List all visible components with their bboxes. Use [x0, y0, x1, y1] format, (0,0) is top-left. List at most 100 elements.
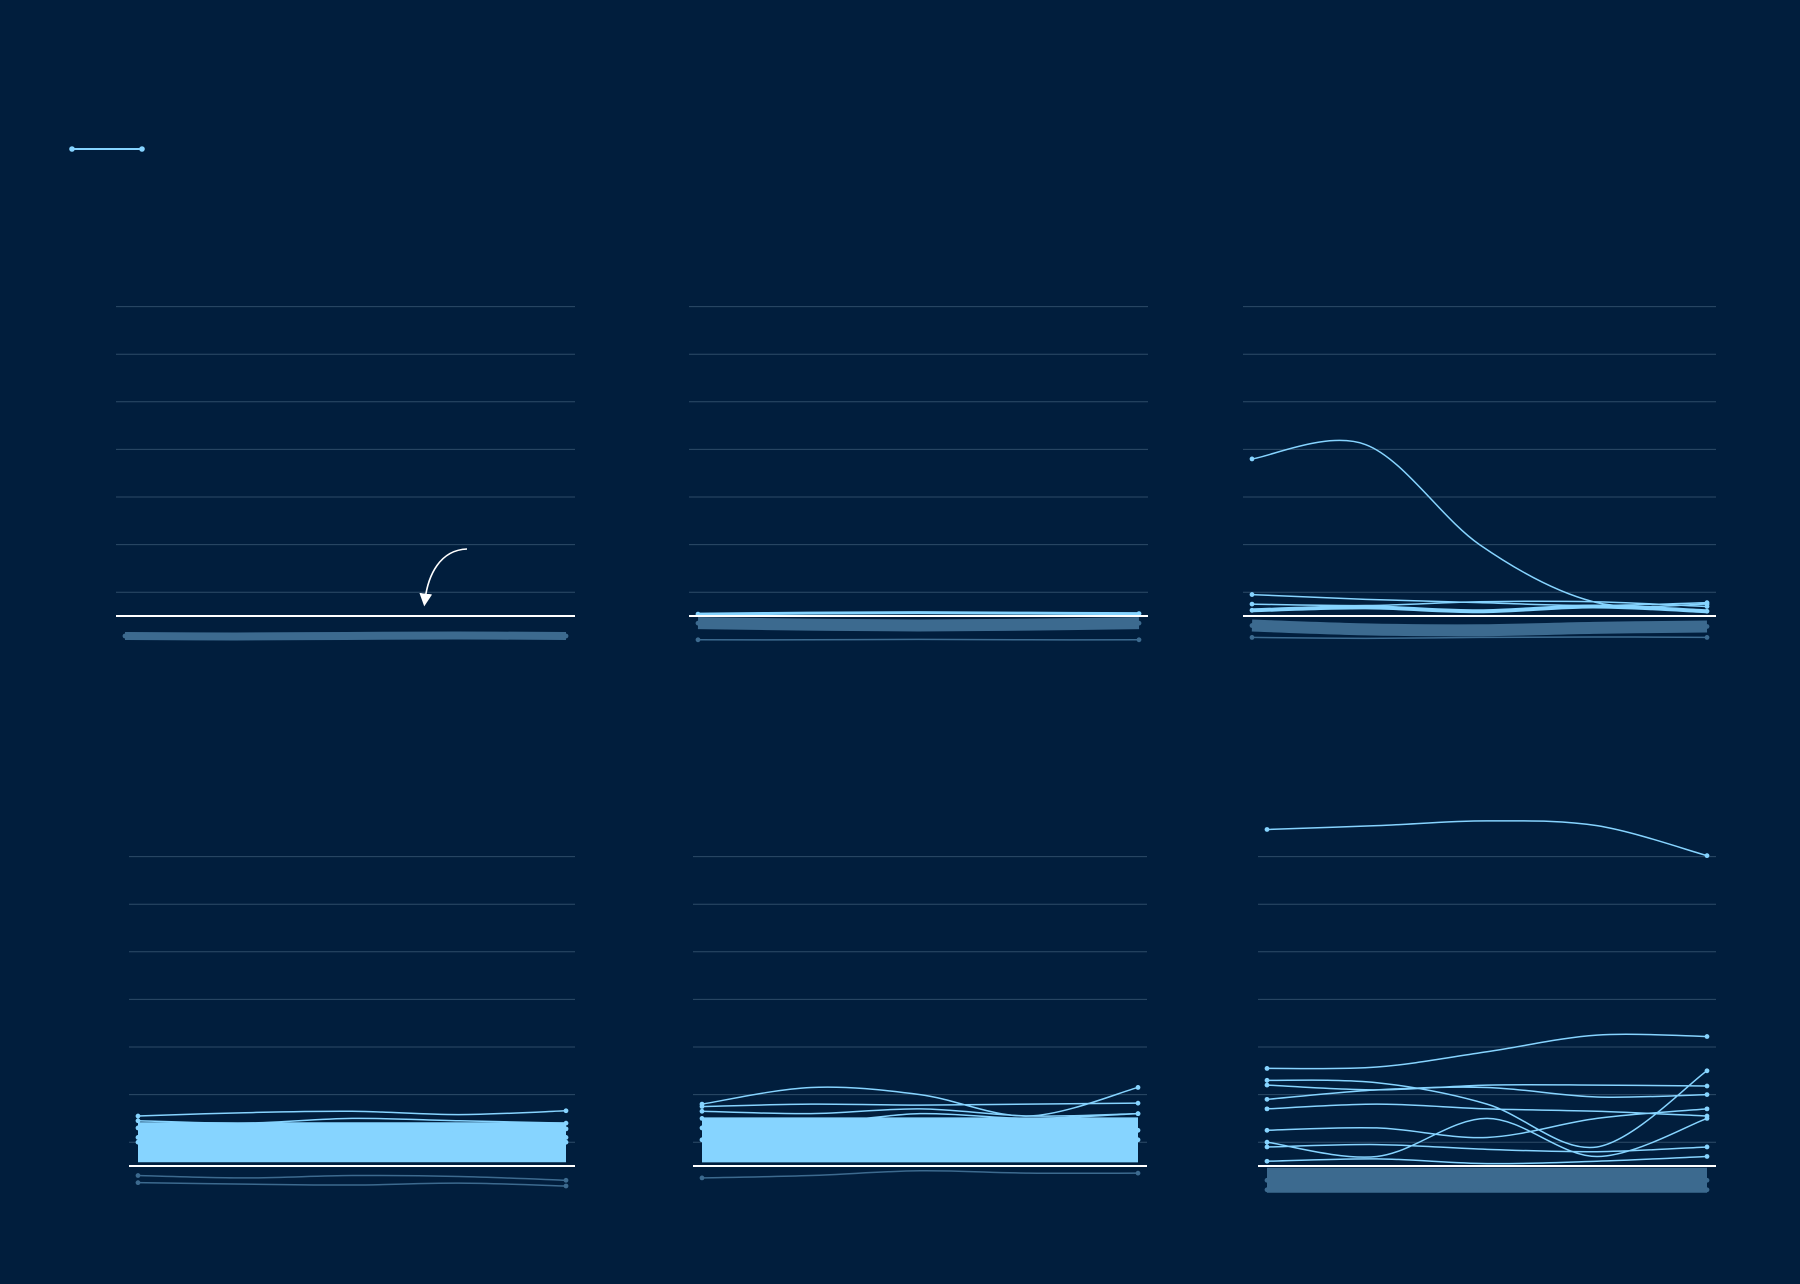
end-point — [1704, 604, 1710, 609]
end-point — [1135, 1137, 1141, 1143]
end-point — [1264, 1177, 1270, 1183]
panel — [129, 856, 575, 1189]
series-line — [1251, 439, 1708, 608]
panel — [689, 306, 1148, 643]
series-line — [1251, 600, 1708, 608]
end-point — [1704, 1106, 1710, 1112]
end-point — [1264, 1139, 1270, 1145]
end-point — [563, 1177, 569, 1183]
end-point — [1264, 1106, 1270, 1112]
series-line — [1266, 1188, 1708, 1191]
end-point — [1264, 1082, 1270, 1088]
end-point — [563, 1139, 569, 1145]
end-point — [1249, 607, 1255, 613]
end-point — [563, 633, 569, 639]
end-point — [1249, 635, 1255, 640]
end-point — [1135, 1127, 1141, 1133]
end-point — [1264, 1144, 1270, 1150]
end-point — [122, 633, 128, 639]
legend-dot — [139, 146, 145, 152]
series-line — [701, 1124, 1139, 1134]
series-line — [701, 1112, 1139, 1124]
end-point — [699, 1104, 705, 1109]
end-point — [1704, 635, 1710, 640]
end-point — [1704, 1034, 1710, 1039]
end-point — [135, 1118, 141, 1124]
end-point — [695, 637, 701, 643]
series-line — [137, 1174, 567, 1182]
legend-sample — [69, 146, 145, 152]
end-point — [135, 1173, 141, 1178]
end-point — [563, 1108, 569, 1114]
end-point — [1704, 1083, 1710, 1089]
end-point — [135, 1180, 141, 1186]
series-line — [1266, 1103, 1708, 1117]
end-point — [563, 1120, 569, 1126]
panel — [1243, 306, 1716, 640]
series-line — [1251, 636, 1708, 640]
series-line — [697, 638, 1140, 641]
end-point — [699, 1125, 705, 1131]
end-point — [1249, 592, 1255, 597]
end-point — [135, 1135, 141, 1140]
end-point — [563, 1126, 569, 1132]
series-line — [701, 1169, 1139, 1179]
end-point — [1704, 600, 1710, 606]
series-line — [137, 1181, 567, 1187]
end-point — [135, 1125, 141, 1131]
end-point — [563, 1135, 569, 1140]
end-point — [699, 1175, 705, 1181]
end-point — [1264, 1066, 1270, 1071]
end-point — [695, 620, 701, 626]
series-line — [1266, 1083, 1708, 1091]
end-point — [1135, 1111, 1141, 1117]
end-point — [1704, 608, 1710, 614]
end-point — [1264, 827, 1270, 832]
series-line — [697, 617, 1140, 632]
series-line — [701, 1102, 1139, 1108]
series-line — [701, 1108, 1139, 1117]
end-point — [1249, 601, 1255, 607]
end-point — [1136, 620, 1142, 626]
end-point — [1264, 1187, 1270, 1193]
annotation-arrow — [419, 548, 468, 607]
series-line — [1266, 1086, 1708, 1101]
end-point — [699, 1116, 705, 1121]
series-line — [137, 1110, 567, 1117]
end-point — [699, 1137, 705, 1143]
panel — [693, 856, 1147, 1181]
series-line — [1251, 619, 1708, 637]
panel — [1258, 820, 1716, 1193]
end-point — [135, 1113, 141, 1119]
series-line — [1251, 593, 1708, 607]
end-point — [1135, 1100, 1141, 1106]
end-point — [699, 1108, 705, 1114]
end-point — [1704, 1116, 1710, 1121]
end-point — [1704, 1092, 1710, 1097]
end-point — [1264, 1096, 1270, 1102]
end-point — [1249, 623, 1255, 628]
series-line — [137, 1117, 567, 1124]
end-point — [563, 1183, 569, 1189]
series-line — [137, 1129, 567, 1139]
series-line — [1266, 1108, 1708, 1139]
series-line — [1266, 1033, 1708, 1070]
end-point — [1136, 611, 1142, 617]
end-point — [1704, 624, 1710, 629]
legend-dot — [69, 146, 75, 152]
end-point — [1704, 1068, 1710, 1074]
end-point — [1264, 1077, 1270, 1083]
series-line — [1266, 820, 1708, 857]
series-line — [124, 631, 567, 641]
end-point — [1704, 1144, 1710, 1150]
series-line — [1251, 604, 1708, 614]
end-point — [1704, 1177, 1710, 1183]
end-point — [1135, 1170, 1141, 1176]
series-line — [701, 1086, 1139, 1117]
end-point — [135, 1139, 141, 1145]
end-point — [1704, 1154, 1710, 1159]
end-point — [1136, 637, 1142, 643]
series-line — [1266, 1143, 1708, 1153]
series-line — [1266, 1070, 1708, 1149]
